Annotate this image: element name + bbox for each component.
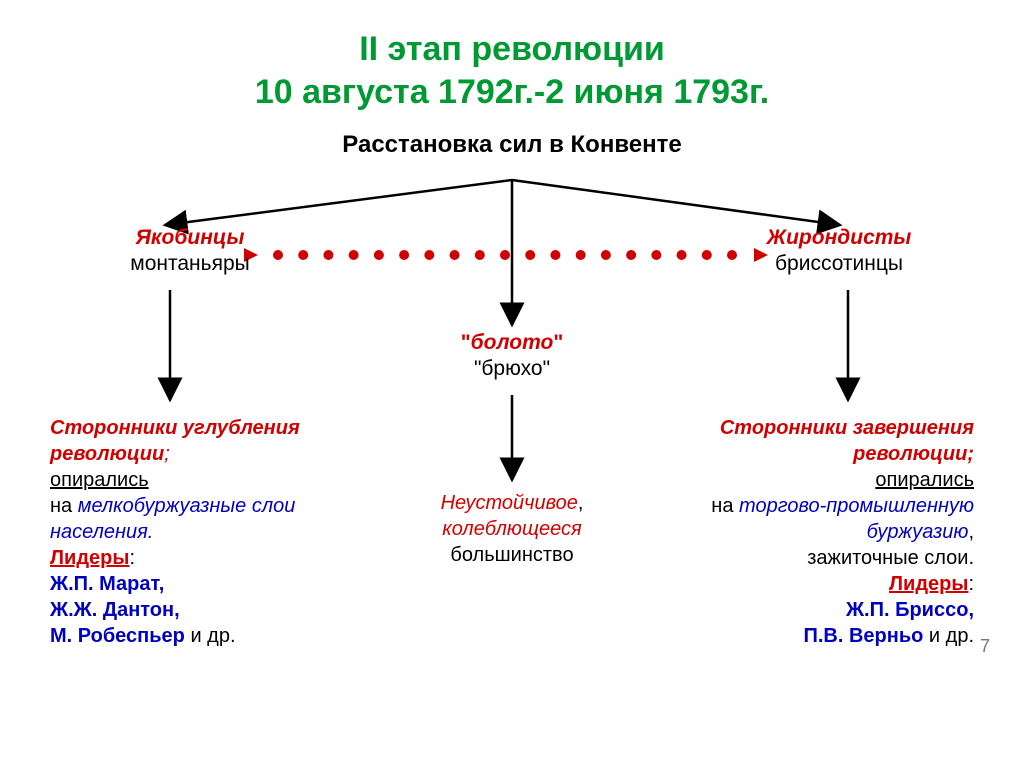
faction-left-sub: монтаньяры <box>130 252 249 275</box>
desc-right: Сторонники завершения революции; опирали… <box>654 415 974 649</box>
faction-center-q2: " <box>553 331 563 354</box>
faction-left-name: Якобинцы <box>136 226 245 249</box>
faction-center-q1: " <box>461 331 471 354</box>
desc-center: Неустойчивое, колеблющееся большинство <box>402 490 622 568</box>
slide-subtitle: Расстановка сил в Конвенте <box>0 131 1024 159</box>
faction-left: Якобинцы монтаньяры <box>90 225 290 278</box>
title-line1: II этап революции <box>359 30 665 68</box>
faction-center-name: болото <box>471 331 554 354</box>
title-line2: 10 августа 1792г.-2 июня 1793г. <box>255 73 769 111</box>
faction-right-sub: бриссотинцы <box>775 252 903 275</box>
faction-center-sub: "брюхо" <box>474 357 550 380</box>
faction-right-name: Жирондисты <box>767 226 912 249</box>
desc-left: Сторонники углубления революции; опирали… <box>50 415 370 649</box>
faction-right: Жирондисты бриссотинцы <box>724 225 954 278</box>
slide-title: II этап революции 10 августа 1792г.-2 ию… <box>0 0 1024 113</box>
faction-center: "болото" "брюхо" <box>412 330 612 383</box>
diagram-lines <box>0 0 1024 767</box>
page-number: 7 <box>980 636 990 657</box>
